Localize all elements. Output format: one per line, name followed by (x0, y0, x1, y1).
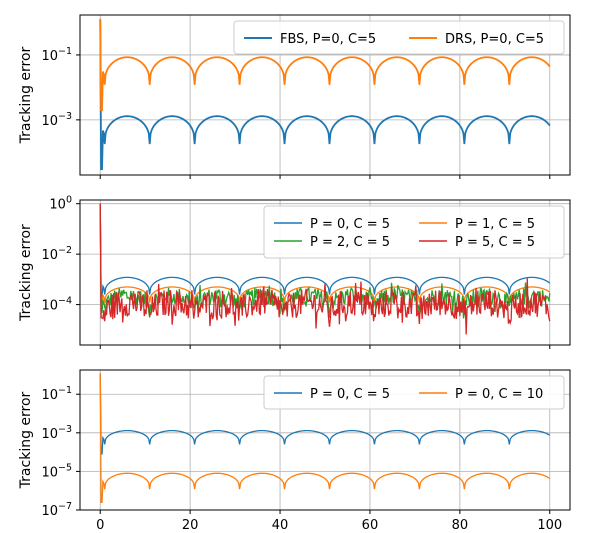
axes-frame (79, 369, 571, 511)
legend-label: P = 1, C = 5 (455, 217, 535, 232)
series-line-1 (99, 203, 551, 298)
legend-label: P = 5, C = 5 (455, 235, 535, 250)
y-axis-label: Tracking error (18, 391, 34, 489)
y-tick-label: 10−3 (41, 424, 72, 442)
x-tick-label: 20 (182, 518, 199, 533)
legend-label: P = 0, C = 5 (310, 387, 390, 402)
y-tick-label: 10−3 (41, 111, 72, 129)
x-tick-label: 0 (96, 518, 104, 533)
x-tick-label: 60 (362, 518, 379, 533)
legend-frame (263, 205, 565, 259)
y-tick-label: 10−1 (41, 385, 72, 403)
legend: FBS, P=0, C=5 DRS, P=0, C=5 (233, 20, 565, 55)
y-tick-label: 10−7 (41, 501, 72, 519)
legend-label: P = 2, C = 5 (310, 235, 390, 250)
x-tick-label: 80 (452, 518, 469, 533)
legend-frame (233, 20, 565, 55)
x-tick-label: 100 (537, 518, 562, 533)
subplot-1: 10−1 10−3 Tracking error FBS, P=0, C=5 DRS, … (18, 14, 571, 179)
legend-label: DRS, P=0, C=5 (445, 32, 544, 47)
legend-label: FBS, P=0, C=5 (280, 32, 376, 47)
series-line-4 (99, 203, 551, 335)
y-tick-label: 100 (49, 195, 72, 213)
legend-label: P = 0, C = 10 (455, 387, 543, 402)
axes-frame (79, 199, 571, 346)
axes-frame (79, 14, 571, 176)
legend-frame (263, 375, 565, 410)
legend: P = 0, C = 5 P = 1, C = 5 P = 2, C = 5 P = … (263, 205, 565, 259)
y-tick-label: 10−4 (41, 296, 72, 314)
x-tick-label: 40 (272, 518, 289, 533)
series-line-1 (99, 373, 551, 455)
series-line-2 (99, 373, 551, 503)
y-tick-label: 10−5 (41, 462, 72, 480)
series-line-2 (99, 18, 551, 111)
y-axis-label: Tracking error (18, 46, 34, 144)
y-tick-label: 10−1 (41, 46, 72, 64)
y-axis-label: Tracking error (18, 224, 34, 322)
y-tick-label: 10−2 (41, 245, 72, 263)
subplot-3: 10−1 10−3 10−5 10−7 0 20 40 60 80 100 Tracking err… (18, 369, 571, 533)
series-line-1 (99, 19, 551, 171)
legend-label: P = 0, C = 5 (310, 217, 390, 232)
legend: P = 0, C = 5 P = 0, C = 10 (263, 375, 565, 410)
